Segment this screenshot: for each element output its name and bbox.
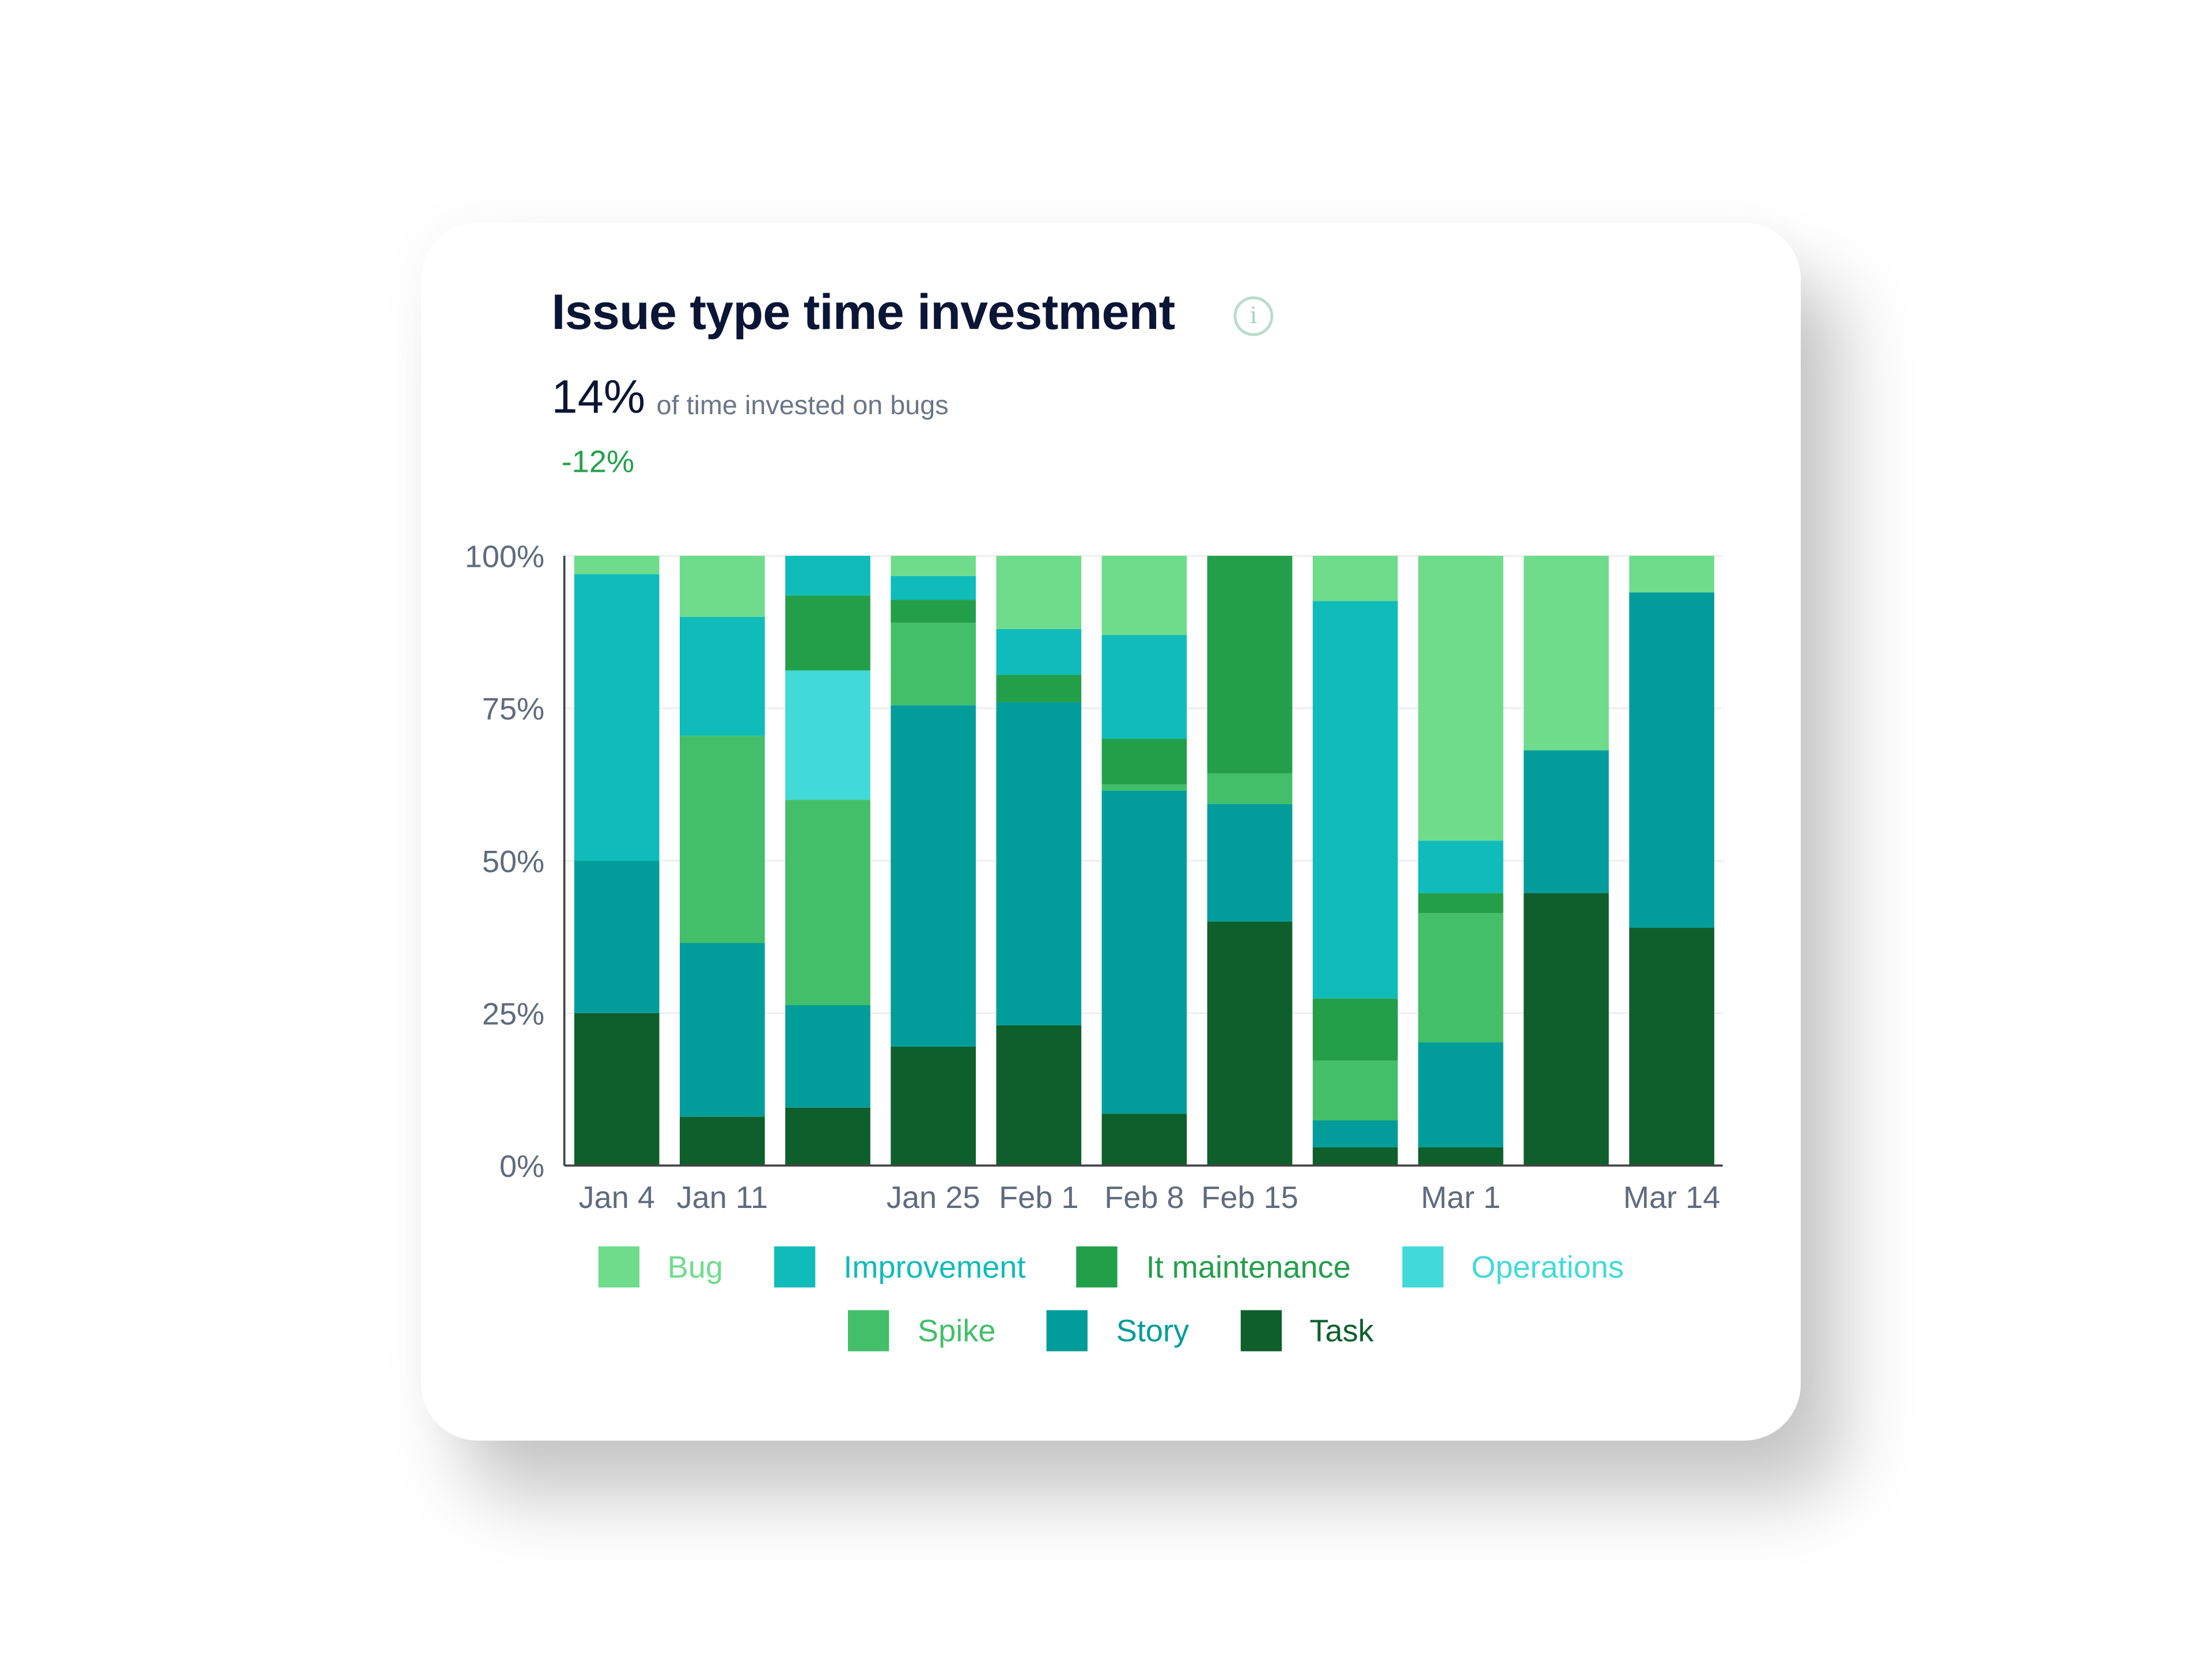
bar-segment-task <box>680 1116 765 1166</box>
bar-segment-improvement <box>785 555 870 596</box>
bar-segment-task <box>1101 1113 1187 1166</box>
bar-segment-improvement <box>891 575 976 600</box>
legend-swatch <box>1402 1246 1443 1288</box>
bar-segment-story <box>1207 804 1293 922</box>
bar-segment-bug <box>1312 555 1398 601</box>
bar-segment-spike <box>1312 1060 1398 1121</box>
bar-segment-bug <box>680 555 765 617</box>
bar-segment-it-maintenance <box>996 675 1082 702</box>
y-tick-label: 100% <box>465 540 544 574</box>
bar-segment-story <box>996 702 1082 1025</box>
bar-segment-story <box>1524 750 1609 893</box>
bar-segment-it-maintenance <box>1312 998 1398 1061</box>
bar-segment-story <box>785 1005 870 1108</box>
bar-segment-task <box>1207 921 1293 1166</box>
legend-swatch <box>598 1246 639 1288</box>
legend-label: Improvement <box>843 1248 1026 1284</box>
bar-segment-operations <box>785 670 870 800</box>
bar-segment-bug <box>891 555 976 576</box>
x-tick-label: Feb 8 <box>1104 1180 1184 1215</box>
chart-card: Issue type time investment i 14% of time… <box>421 222 1801 1441</box>
bar-segment-task <box>1524 893 1609 1166</box>
x-tick-label: Feb 15 <box>1201 1180 1298 1215</box>
legend-label: Bug <box>667 1248 724 1284</box>
x-tick-label: Feb 1 <box>999 1180 1078 1215</box>
bar-segment-bug <box>1524 555 1609 751</box>
legend-label: Story <box>1116 1312 1190 1348</box>
bar-segment-improvement <box>1312 601 1398 999</box>
bar-segment-story <box>1418 1042 1503 1147</box>
legend-label: Operations <box>1471 1248 1624 1284</box>
bar-segment-story <box>1629 592 1714 928</box>
y-tick-label: 0% <box>499 1149 544 1184</box>
bar-segment-bug <box>996 555 1082 629</box>
x-tick-label: Jan 25 <box>887 1180 980 1215</box>
bar-segment-bug <box>1101 555 1187 635</box>
bar-segment-it-maintenance <box>891 600 976 623</box>
bar-segment-improvement <box>1101 635 1187 739</box>
card-title: Issue type time investment <box>551 285 1176 340</box>
legend-label: Task <box>1309 1312 1374 1348</box>
metric-value: 14% <box>551 370 646 423</box>
bar-segment-story <box>891 705 976 1047</box>
y-tick-label: 50% <box>482 844 544 879</box>
bar-segment-task <box>1418 1147 1503 1166</box>
x-tick-label: Jan 4 <box>579 1180 655 1215</box>
x-tick-label: Mar 14 <box>1623 1180 1721 1215</box>
legend-item-spike[interactable]: Spike <box>848 1310 996 1351</box>
bar-segment-improvement <box>680 616 765 736</box>
bar-segment-task <box>1629 927 1714 1166</box>
y-tick-label: 25% <box>482 997 544 1031</box>
bar-segment-story <box>574 861 660 1013</box>
bar-segment-task <box>996 1025 1082 1166</box>
bar-segment-improvement <box>574 574 660 861</box>
legend-swatch <box>1077 1246 1118 1288</box>
legend-item-task[interactable]: Task <box>1240 1310 1374 1351</box>
legend-label: It maintenance <box>1146 1248 1351 1284</box>
legend-item-operations[interactable]: Operations <box>1402 1246 1624 1288</box>
bar-segment-it-maintenance <box>1207 555 1293 774</box>
legend-swatch <box>848 1310 889 1351</box>
legend-swatch <box>774 1246 816 1288</box>
metric-label: of time invested on bugs <box>656 391 949 422</box>
metric-delta: -12% <box>561 444 635 479</box>
legend-item-bug[interactable]: Bug <box>598 1246 724 1288</box>
info-icon[interactable]: i <box>1233 296 1274 336</box>
bar-segment-spike <box>1207 773 1293 804</box>
bar-segment-improvement <box>996 628 1082 675</box>
legend-row-1: Bug Improvement It maintenance Operations <box>421 1246 1801 1288</box>
bar-segment-it-maintenance <box>1418 893 1503 914</box>
bar-segment-bug <box>574 555 660 574</box>
x-tick-label: Mar 1 <box>1421 1180 1501 1215</box>
legend-item-improvement[interactable]: Improvement <box>774 1246 1026 1288</box>
legend-item-it-maintenance[interactable]: It maintenance <box>1077 1246 1351 1288</box>
stacked-bar-chart: 0% 25% 50% 75% 100% Jan 4 Jan 11 Jan 25 Feb 1 Feb… <box>465 540 1723 1215</box>
bar-segment-spike <box>1101 784 1187 791</box>
bar-segment-task <box>1312 1147 1398 1166</box>
bar-segment-spike <box>1418 913 1503 1043</box>
bar-segment-task <box>785 1107 870 1166</box>
legend-swatch <box>1240 1310 1282 1351</box>
bar-segment-bug <box>1418 555 1503 841</box>
legend-item-story[interactable]: Story <box>1047 1310 1189 1351</box>
bar-segment-bug <box>1629 555 1714 593</box>
legend-row-2: Spike Story Task <box>421 1310 1801 1351</box>
bar-segment-it-maintenance <box>1101 738 1187 785</box>
bar-segment-story <box>1101 790 1187 1114</box>
bar-segment-story <box>680 943 765 1117</box>
bar-segment-improvement <box>1418 840 1503 893</box>
bar-segment-task <box>891 1046 976 1166</box>
bar-segment-story <box>1312 1120 1398 1147</box>
x-tick-label: Jan 11 <box>677 1180 768 1215</box>
bar-segment-spike <box>680 736 765 944</box>
bar-segment-spike <box>785 800 870 1005</box>
legend-label: Spike <box>918 1312 996 1348</box>
bar-segment-it-maintenance <box>785 595 870 671</box>
y-tick-label: 75% <box>482 692 544 726</box>
bar-segment-spike <box>891 623 976 706</box>
bar-segment-task <box>574 1013 660 1166</box>
legend-swatch <box>1047 1310 1088 1351</box>
